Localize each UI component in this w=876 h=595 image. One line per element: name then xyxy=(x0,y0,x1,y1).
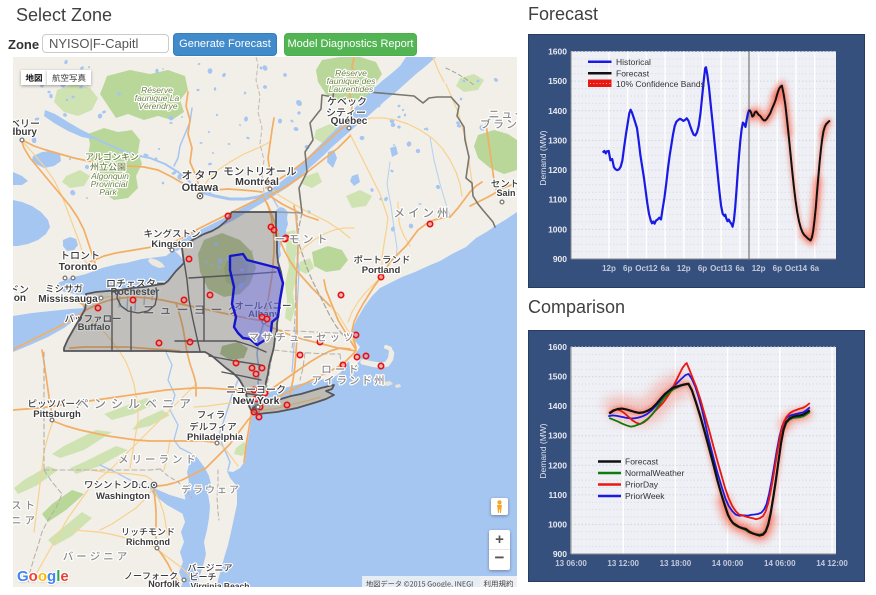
svg-text:900: 900 xyxy=(553,549,567,559)
svg-text:14 06:00: 14 06:00 xyxy=(764,559,796,568)
svg-text:12p: 12p xyxy=(677,264,691,273)
svg-text:Toronto: Toronto xyxy=(59,261,98,273)
svg-text:Réserve: Réserve xyxy=(141,85,173,95)
svg-text:Ottawa: Ottawa xyxy=(182,182,220,194)
svg-text:Montréal: Montréal xyxy=(235,176,279,188)
svg-text:PriorWeek: PriorWeek xyxy=(625,491,665,501)
svg-text:1600: 1600 xyxy=(548,47,567,57)
svg-text:Forecast: Forecast xyxy=(625,457,659,467)
svg-text:Kingston: Kingston xyxy=(151,239,192,250)
svg-text:Oct14: Oct14 xyxy=(785,264,808,273)
svg-text:Sudbury: Sudbury xyxy=(13,127,37,138)
svg-text:Vérendrye: Vérendrye xyxy=(138,101,177,111)
svg-text:New York: New York xyxy=(233,395,280,407)
svg-text:Philadelphia: Philadelphia xyxy=(187,432,244,443)
svg-text:13 06:00: 13 06:00 xyxy=(555,559,587,568)
svg-text:Provincial: Provincial xyxy=(91,179,129,189)
svg-text:Pittsburgh: Pittsburgh xyxy=(33,409,81,420)
svg-text:14 00:00: 14 00:00 xyxy=(712,559,744,568)
svg-text:12p: 12p xyxy=(752,264,766,273)
svg-text:1300: 1300 xyxy=(548,431,567,441)
svg-text:6p: 6p xyxy=(698,264,707,273)
svg-text:Oct12: Oct12 xyxy=(635,264,658,273)
svg-text:Norfolk: Norfolk xyxy=(148,579,180,587)
svg-text:faunique La: faunique La xyxy=(135,93,180,103)
svg-text:Québec: Québec xyxy=(331,116,368,127)
svg-text:13 18:00: 13 18:00 xyxy=(660,559,692,568)
svg-text:14 12:00: 14 12:00 xyxy=(816,559,848,568)
svg-text:Laurentides: Laurentides xyxy=(329,84,374,94)
svg-text:Forecast: Forecast xyxy=(616,69,650,79)
svg-text:NormalWeather: NormalWeather xyxy=(625,468,685,478)
svg-text:900: 900 xyxy=(553,254,567,264)
svg-text:Mississauga: Mississauga xyxy=(38,294,98,305)
svg-text:Historical: Historical xyxy=(616,57,651,67)
svg-text:Portland: Portland xyxy=(362,265,401,276)
svg-text:Richmond: Richmond xyxy=(126,537,170,547)
svg-text:6p: 6p xyxy=(623,264,632,273)
svg-text:12p: 12p xyxy=(602,264,616,273)
svg-text:Park: Park xyxy=(99,187,117,197)
svg-text:London: London xyxy=(13,293,26,304)
svg-text:1500: 1500 xyxy=(548,372,567,382)
svg-text:Sain: Sain xyxy=(496,188,515,198)
svg-text:Buffalo: Buffalo xyxy=(78,322,111,333)
svg-text:Virginia Beach: Virginia Beach xyxy=(191,581,250,587)
svg-text:PriorDay: PriorDay xyxy=(625,480,659,490)
svg-text:1100: 1100 xyxy=(549,490,568,500)
svg-text:Algonquin: Algonquin xyxy=(90,171,129,181)
svg-text:1300: 1300 xyxy=(548,135,567,145)
svg-text:Demand (MW): Demand (MW) xyxy=(538,423,548,478)
svg-text:1000: 1000 xyxy=(548,224,567,234)
svg-text:1400: 1400 xyxy=(548,106,567,116)
svg-text:Demand (MW): Demand (MW) xyxy=(538,130,548,185)
svg-text:6a: 6a xyxy=(661,264,670,273)
svg-text:6a: 6a xyxy=(735,264,744,273)
svg-text:Oct13: Oct13 xyxy=(710,264,733,273)
svg-text:13 12:00: 13 12:00 xyxy=(607,559,639,568)
svg-text:1500: 1500 xyxy=(548,76,567,86)
svg-text:Réserve: Réserve xyxy=(335,68,367,78)
svg-text:1600: 1600 xyxy=(548,342,567,352)
svg-text:1400: 1400 xyxy=(548,401,567,411)
svg-text:1200: 1200 xyxy=(548,165,567,175)
svg-text:1000: 1000 xyxy=(548,519,567,529)
svg-text:faunique des: faunique des xyxy=(327,76,376,86)
svg-text:6p: 6p xyxy=(773,264,782,273)
svg-text:1200: 1200 xyxy=(548,460,567,470)
svg-text:Washington: Washington xyxy=(96,491,150,502)
svg-text:1100: 1100 xyxy=(549,195,568,205)
svg-text:6a: 6a xyxy=(810,264,819,273)
svg-text:10% Confidence Bands: 10% Confidence Bands xyxy=(616,79,705,89)
